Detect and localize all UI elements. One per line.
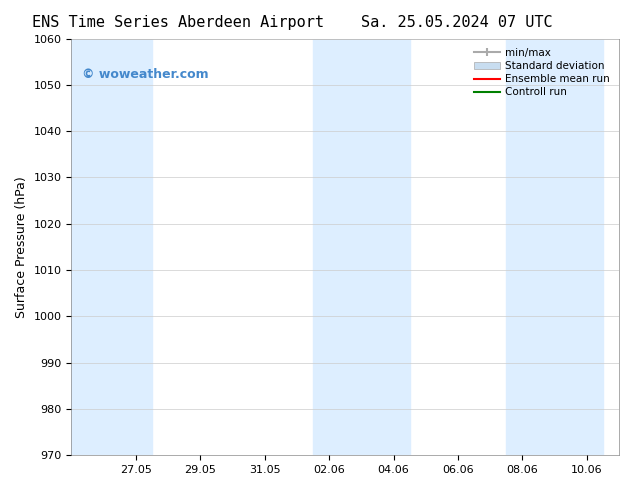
Y-axis label: Surface Pressure (hPa): Surface Pressure (hPa) — [15, 176, 28, 318]
Bar — [507, 39, 603, 455]
Bar — [313, 39, 410, 455]
Text: ENS Time Series Aberdeen Airport: ENS Time Series Aberdeen Airport — [32, 15, 323, 30]
Bar — [72, 39, 152, 455]
Text: © woweather.com: © woweather.com — [82, 68, 209, 81]
Text: Sa. 25.05.2024 07 UTC: Sa. 25.05.2024 07 UTC — [361, 15, 552, 30]
Legend: min/max, Standard deviation, Ensemble mean run, Controll run: min/max, Standard deviation, Ensemble me… — [469, 44, 614, 101]
